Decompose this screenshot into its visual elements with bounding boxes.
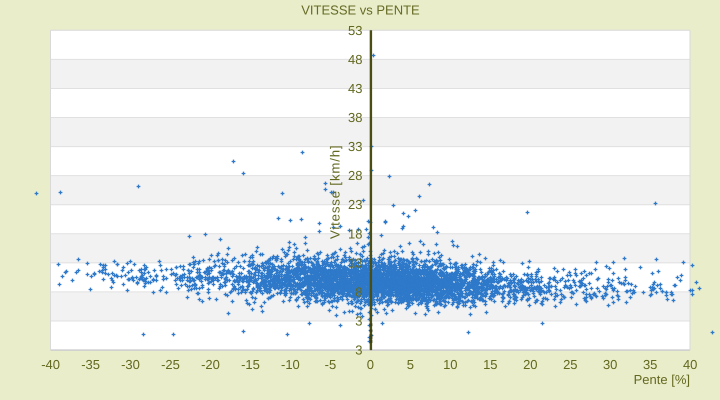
svg-text:15: 15 bbox=[483, 357, 497, 372]
svg-text:-5: -5 bbox=[325, 357, 337, 372]
svg-text:30: 30 bbox=[603, 357, 617, 372]
svg-text:3: 3 bbox=[355, 314, 362, 329]
svg-text:-25: -25 bbox=[161, 357, 180, 372]
svg-text:23: 23 bbox=[348, 197, 362, 212]
svg-text:20: 20 bbox=[523, 357, 537, 372]
svg-text:-10: -10 bbox=[281, 357, 300, 372]
svg-text:5: 5 bbox=[407, 357, 414, 372]
svg-text:25: 25 bbox=[563, 357, 577, 372]
svg-text:33: 33 bbox=[348, 139, 362, 154]
svg-text:48: 48 bbox=[348, 52, 362, 67]
svg-text:-40: -40 bbox=[41, 357, 60, 372]
svg-text:53: 53 bbox=[348, 23, 362, 38]
svg-text:3: 3 bbox=[355, 343, 362, 358]
svg-text:28: 28 bbox=[348, 168, 362, 183]
svg-text:VITESSE vs PENTE: VITESSE vs PENTE bbox=[301, 3, 420, 18]
svg-text:10: 10 bbox=[443, 357, 457, 372]
svg-text:35: 35 bbox=[643, 357, 657, 372]
svg-text:8: 8 bbox=[355, 284, 362, 299]
svg-text:Vitesse [km/h]: Vitesse [km/h] bbox=[328, 145, 343, 239]
svg-text:-20: -20 bbox=[201, 357, 220, 372]
svg-text:18: 18 bbox=[348, 226, 362, 241]
svg-text:-30: -30 bbox=[121, 357, 140, 372]
svg-text:38: 38 bbox=[348, 110, 362, 125]
svg-text:43: 43 bbox=[348, 81, 362, 96]
svg-text:-15: -15 bbox=[241, 357, 260, 372]
svg-text:-35: -35 bbox=[81, 357, 100, 372]
svg-text:13: 13 bbox=[348, 255, 362, 270]
svg-text:40: 40 bbox=[683, 357, 697, 372]
svg-text:Pente [%]: Pente [%] bbox=[634, 372, 690, 387]
svg-text:0: 0 bbox=[367, 357, 374, 372]
